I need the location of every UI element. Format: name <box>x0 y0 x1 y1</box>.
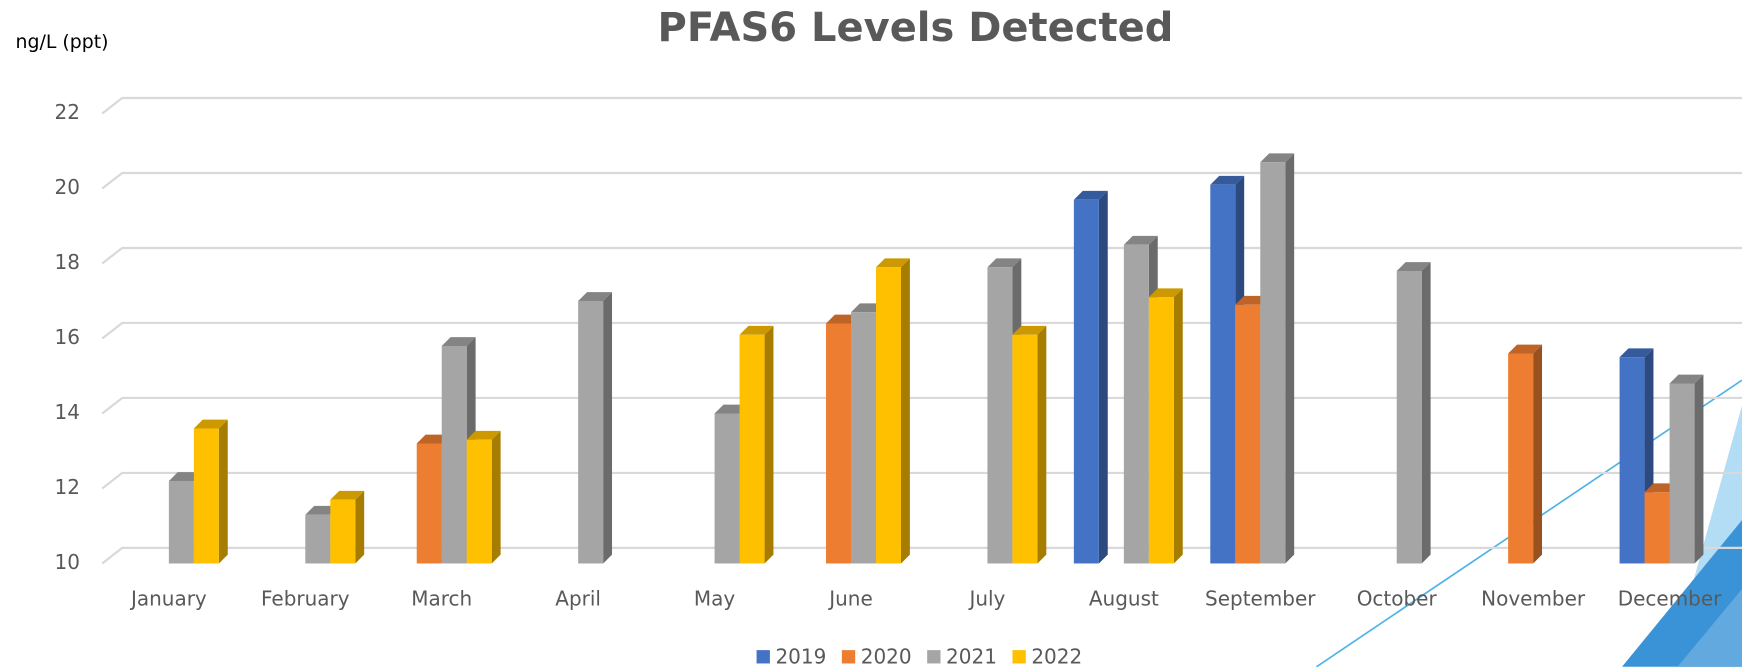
legend-label: 2021 <box>946 644 997 667</box>
bar <box>1012 335 1037 564</box>
legend-label: 2022 <box>1031 644 1082 667</box>
legend-swatch <box>757 650 770 663</box>
grid-line <box>102 98 1742 114</box>
x-tick-label: May <box>694 587 735 611</box>
bar <box>1508 353 1533 563</box>
bar <box>1074 200 1099 564</box>
bar <box>330 500 355 564</box>
bar-side <box>765 326 774 564</box>
bar <box>1620 357 1645 563</box>
bar <box>169 481 194 563</box>
grid-line <box>102 398 1742 414</box>
bar <box>578 301 603 563</box>
legend-label: 2020 <box>861 644 912 667</box>
bar <box>1149 297 1174 563</box>
bar <box>467 440 492 564</box>
y-tick-label: 22 <box>55 100 80 124</box>
legend-swatch <box>842 650 855 663</box>
bar <box>1670 383 1695 563</box>
x-tick-label: July <box>967 587 1005 611</box>
x-tick-label: March <box>411 587 472 611</box>
bar-side <box>901 258 910 563</box>
y-tick-label: 18 <box>55 250 80 274</box>
grid-line <box>102 173 1742 189</box>
x-tick-label: February <box>261 587 350 611</box>
bar <box>740 335 765 564</box>
x-tick-label: November <box>1481 587 1586 611</box>
bar-side <box>219 420 228 564</box>
x-tick-label: June <box>827 587 873 611</box>
y-tick-label: 16 <box>55 325 80 349</box>
bar-side <box>603 292 612 563</box>
bar-side <box>355 491 364 564</box>
bar <box>1260 162 1285 563</box>
bar <box>876 267 901 563</box>
x-tick-label: January <box>129 587 207 611</box>
y-axis-label: ng/L (ppt) <box>16 31 109 53</box>
bar-side <box>1533 345 1542 564</box>
bar <box>1645 492 1670 563</box>
bar <box>851 312 876 563</box>
grid-line <box>102 473 1742 489</box>
bar <box>417 443 442 563</box>
bar <box>1124 245 1149 564</box>
y-tick-label: 12 <box>55 475 80 499</box>
bar <box>987 267 1012 563</box>
bar <box>1210 185 1235 564</box>
bar-side <box>1099 191 1108 564</box>
bar-side <box>1285 153 1294 563</box>
bar-side <box>1174 288 1183 563</box>
bar <box>826 324 851 564</box>
bar <box>715 413 740 563</box>
bar-side <box>1037 326 1046 564</box>
x-tick-label: December <box>1618 587 1722 611</box>
bar-side <box>1695 375 1704 564</box>
x-tick-label: April <box>555 587 601 611</box>
bar-side <box>492 431 501 564</box>
chart-title: PFAS6 Levels Detected <box>658 5 1174 51</box>
grid-line <box>102 323 1742 339</box>
legend-swatch <box>1012 650 1025 663</box>
y-tick-label: 10 <box>55 550 80 574</box>
bar <box>442 346 467 563</box>
bar <box>194 428 219 563</box>
bar-side <box>1422 262 1431 563</box>
x-tick-label: August <box>1089 587 1159 611</box>
chart: PFAS6 Levels Detected ng/L (ppt) 10 12 14 1… <box>0 0 1742 667</box>
y-tick-label: 14 <box>55 400 80 424</box>
y-tick-label: 20 <box>55 175 80 199</box>
bar <box>1235 305 1260 564</box>
legend-swatch <box>927 650 940 663</box>
x-tick-label: October <box>1357 587 1438 611</box>
legend-label: 2019 <box>775 644 826 667</box>
x-tick-label: September <box>1205 587 1316 611</box>
grid-line <box>102 248 1742 264</box>
bar <box>305 515 330 564</box>
bar <box>1397 271 1422 563</box>
